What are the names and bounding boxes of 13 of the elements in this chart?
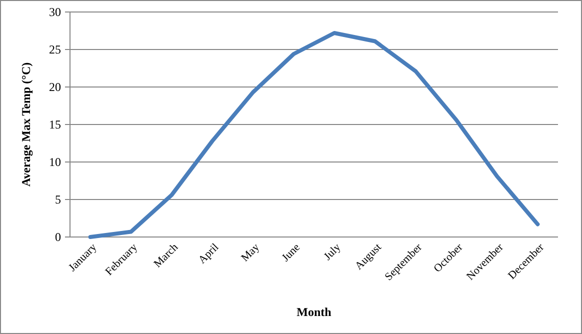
y-axis-title: Average Max Temp (°C) [19, 62, 33, 187]
y-tick-label: 25 [49, 42, 61, 57]
y-tick-label: 5 [55, 192, 61, 207]
x-tick-label: May [239, 241, 262, 264]
y-tick-label: 10 [49, 155, 61, 170]
x-tick-label: June [280, 241, 303, 264]
x-tick-label: July [322, 241, 344, 263]
y-tick-label: 30 [49, 5, 61, 20]
x-axis-title: Month [296, 305, 332, 319]
y-tick-label: 0 [55, 230, 61, 244]
y-tick-label: 20 [49, 80, 61, 94]
y-tick-label: 15 [49, 118, 61, 132]
line-series [88, 31, 540, 239]
